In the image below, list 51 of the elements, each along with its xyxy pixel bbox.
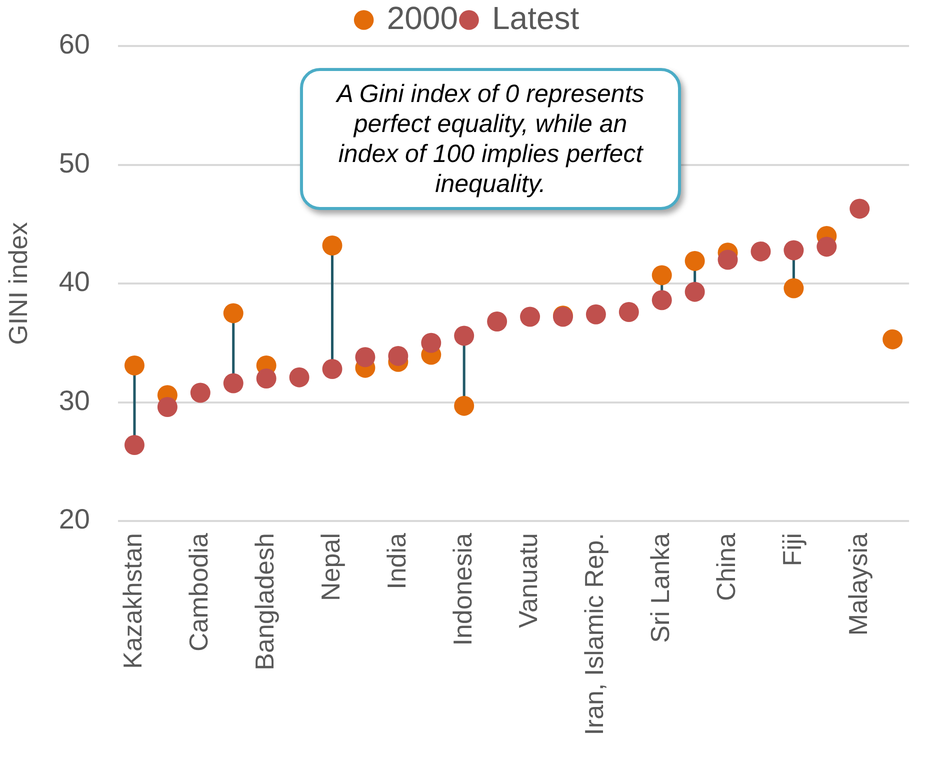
y-tick-label: 40 — [58, 266, 90, 298]
point — [388, 346, 408, 366]
x-tick-label: India — [381, 532, 412, 590]
y-axis-title: GINI index — [2, 222, 33, 345]
point — [618, 302, 639, 322]
point — [718, 250, 738, 270]
point — [652, 265, 672, 286]
point — [454, 396, 474, 416]
point — [289, 367, 310, 388]
y-tick-label: 30 — [58, 384, 90, 416]
point — [322, 359, 342, 379]
point — [487, 312, 508, 332]
y-tick-label: 50 — [58, 147, 90, 178]
y-tick-label: 20 — [58, 504, 90, 535]
point — [586, 304, 606, 324]
point — [223, 373, 244, 394]
x-tick-label: Sri Lanka — [645, 532, 676, 643]
x-tick-label: Bangladesh — [250, 533, 280, 670]
x-tick-label: Kazakhstan — [118, 533, 148, 669]
x-tick-label: Malaysia — [842, 532, 873, 636]
x-tick-label: Vanuatu — [513, 533, 544, 628]
point — [684, 282, 705, 302]
point — [124, 435, 144, 455]
x-tick-label: Fiji — [776, 533, 807, 566]
point — [454, 326, 474, 346]
y-tick-label: 60 — [58, 28, 90, 60]
point — [750, 241, 771, 262]
point — [784, 240, 804, 260]
legend-label: 2000 — [386, 0, 458, 36]
point — [520, 306, 540, 327]
point — [256, 368, 276, 388]
legend-label: Latest — [492, 0, 580, 36]
x-tick-label: Indonesia — [447, 532, 478, 646]
point — [322, 236, 342, 256]
point — [124, 355, 144, 376]
point — [157, 397, 178, 417]
point — [190, 382, 210, 403]
point — [223, 303, 244, 324]
point — [784, 278, 804, 298]
x-tick-label: Cambodia — [184, 532, 214, 652]
point — [882, 329, 903, 350]
annotation: A Gini index of 0 represents perfect equality, while an index of 100 implies perfect inequality. — [300, 68, 681, 210]
point — [652, 290, 672, 310]
point — [355, 347, 376, 368]
point — [421, 332, 442, 353]
x-tick-label: Iran, Islamic Rep. — [579, 533, 610, 736]
point — [684, 250, 705, 271]
x-tick-label: Nepal — [315, 533, 346, 601]
point — [850, 198, 870, 219]
point — [816, 236, 837, 257]
x-tick-label: China — [710, 532, 741, 601]
